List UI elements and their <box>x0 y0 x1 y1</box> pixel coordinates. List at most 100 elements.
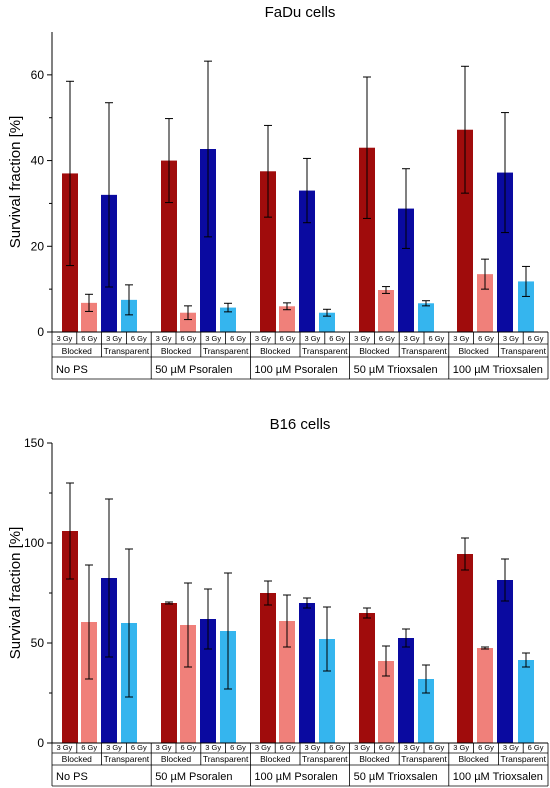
x-dose-label: 6 Gy <box>528 334 544 343</box>
x-dose-label: 6 Gy <box>379 743 395 752</box>
bar <box>518 660 534 743</box>
x-dose-label: 3 Gy <box>106 743 122 752</box>
x-dose-label: 3 Gy <box>354 334 370 343</box>
bar <box>398 208 414 332</box>
bar <box>180 312 196 332</box>
x-subgroup-label: Transparent <box>302 346 348 356</box>
y-tick-label: 150 <box>24 436 44 450</box>
bar <box>398 638 414 743</box>
x-dose-label: 3 Gy <box>156 743 172 752</box>
x-dose-label: 3 Gy <box>106 334 122 343</box>
bar <box>457 129 473 332</box>
x-subgroup-label: Transparent <box>104 754 150 764</box>
bar <box>279 621 295 743</box>
bar <box>457 554 473 743</box>
x-dose-label: 3 Gy <box>56 334 72 343</box>
x-group-label: 50 µM Psoralen <box>155 771 232 783</box>
x-dose-label: 6 Gy <box>180 743 196 752</box>
x-dose-label: 6 Gy <box>428 334 444 343</box>
x-dose-label: 6 Gy <box>379 334 395 343</box>
bar <box>378 661 394 743</box>
x-dose-label: 3 Gy <box>205 334 221 343</box>
x-dose-label: 6 Gy <box>280 334 296 343</box>
chart-panel-1: FaDu cells Survival fraction [%] 0 20 40 60 No… <box>7 4 549 380</box>
x-subgroup-label: Transparent <box>203 754 249 764</box>
x-subgroup-label: Blocked <box>161 754 192 764</box>
y-tick-label: 0 <box>37 325 44 339</box>
bar <box>200 619 216 743</box>
x-dose-label: 6 Gy <box>528 743 544 752</box>
bar <box>497 580 513 743</box>
x-dose-label: 3 Gy <box>354 743 370 752</box>
chart-title: B16 cells <box>270 416 331 433</box>
x-dose-label: 6 Gy <box>131 743 147 752</box>
x-dose-label: 6 Gy <box>131 334 147 343</box>
x-dose-label: 3 Gy <box>404 743 420 752</box>
x-dose-label: 6 Gy <box>230 743 246 752</box>
x-group-label: 100 µM Psoralen <box>254 364 337 376</box>
y-tick-label: 20 <box>31 239 45 253</box>
x-subgroup-label: Blocked <box>359 754 390 764</box>
x-group-label: 50 µM Trioxsalen <box>354 771 438 783</box>
y-axis-label: Survival fraction [%] <box>7 116 24 249</box>
x-dose-label: 6 Gy <box>478 334 494 343</box>
x-dose-label: 3 Gy <box>304 334 320 343</box>
bar <box>359 147 375 332</box>
x-group-label: 100 µM Trioxsalen <box>453 771 543 783</box>
x-dose-label: 6 Gy <box>428 743 444 752</box>
bar <box>319 312 335 332</box>
bar <box>260 171 276 332</box>
bar <box>418 303 434 332</box>
y-tick-label: 60 <box>31 68 45 82</box>
x-subgroup-label: Transparent <box>104 346 150 356</box>
x-dose-label: 6 Gy <box>280 743 296 752</box>
y-axis-label: Survival fraction [%] <box>7 527 24 660</box>
bar <box>477 648 493 743</box>
x-subgroup-label: Transparent <box>401 754 447 764</box>
bar <box>101 578 117 743</box>
bar <box>161 160 177 332</box>
bar <box>518 281 534 332</box>
x-group-label: 50 µM Trioxsalen <box>354 364 438 376</box>
x-dose-label: 3 Gy <box>56 743 72 752</box>
x-subgroup-label: Blocked <box>62 346 93 356</box>
x-subgroup-label: Blocked <box>62 754 93 764</box>
bar <box>299 603 315 743</box>
x-dose-label: 6 Gy <box>478 743 494 752</box>
x-dose-label: 6 Gy <box>180 334 196 343</box>
bar <box>319 639 335 743</box>
y-tick-label: 50 <box>31 636 45 650</box>
x-group-label: No PS <box>56 364 88 376</box>
x-dose-label: 3 Gy <box>156 334 172 343</box>
bar <box>81 302 97 332</box>
x-dose-label: 3 Gy <box>205 743 221 752</box>
bar <box>200 149 216 332</box>
bar <box>180 625 196 743</box>
bar <box>359 613 375 743</box>
x-subgroup-label: Transparent <box>500 754 546 764</box>
x-dose-label: 6 Gy <box>81 334 97 343</box>
x-dose-label: 6 Gy <box>329 743 345 752</box>
bar <box>299 190 315 332</box>
x-subgroup-label: Transparent <box>500 346 546 356</box>
y-tick-label: 100 <box>24 536 44 550</box>
bar <box>161 603 177 743</box>
x-subgroup-label: Transparent <box>302 754 348 764</box>
x-subgroup-label: Blocked <box>359 346 390 356</box>
chart-title: FaDu cells <box>265 4 336 21</box>
x-dose-label: 3 Gy <box>255 743 271 752</box>
chart-panel-2: B16 cells Survival fraction [%] 0 50 100 150 N… <box>7 416 549 787</box>
bar <box>81 622 97 743</box>
bar <box>497 172 513 332</box>
y-tick-label: 0 <box>37 736 44 750</box>
x-group-label: 50 µM Psoralen <box>155 364 232 376</box>
y-tick-label: 40 <box>31 154 45 168</box>
x-subgroup-label: Transparent <box>401 346 447 356</box>
x-dose-label: 6 Gy <box>81 743 97 752</box>
x-subgroup-label: Transparent <box>203 346 249 356</box>
x-dose-label: 3 Gy <box>503 334 519 343</box>
x-group-label: 100 µM Psoralen <box>254 771 337 783</box>
x-subgroup-label: Blocked <box>260 346 291 356</box>
x-subgroup-label: Blocked <box>260 754 291 764</box>
x-subgroup-label: Blocked <box>161 346 192 356</box>
